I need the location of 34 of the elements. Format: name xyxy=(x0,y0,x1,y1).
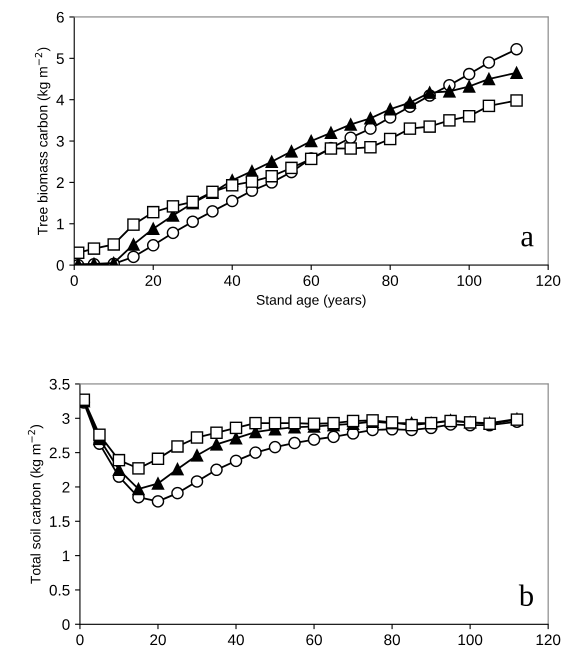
x-tick-label: 120 xyxy=(536,634,560,646)
y-tick-label: 0.5 xyxy=(50,584,70,596)
annotation: a xyxy=(521,232,534,247)
y-tick-label: 1 xyxy=(62,550,70,562)
x-tick-label: 100 xyxy=(458,275,482,286)
y-tick-label: 1 xyxy=(57,218,64,230)
y-tick-label: 0 xyxy=(62,619,70,630)
y-tick-label: 0 xyxy=(56,260,64,271)
x-tick-label: 40 xyxy=(228,634,244,646)
x-tick-label: 0 xyxy=(70,275,78,286)
y-tick-label: 2.5 xyxy=(50,447,70,458)
y-tick-label: 3.5 xyxy=(50,378,70,390)
x-tick-label: 0 xyxy=(76,634,84,646)
y-tick-label: 4 xyxy=(56,94,64,106)
y-axis-title: Total soil carbon (kg m$^{−2}$) xyxy=(28,425,44,584)
y-tick-label: 3 xyxy=(62,413,70,424)
x-tick-label: 80 xyxy=(382,275,398,286)
y-axis-title: Tree biomass carbon (kg m$^{−2}$) xyxy=(34,48,50,236)
x-tick-label: 60 xyxy=(306,634,322,646)
x-tick-label: 20 xyxy=(145,275,162,286)
y-tick-label: 6 xyxy=(56,12,64,23)
x-tick-label: 20 xyxy=(150,634,166,646)
x-tick-label: 120 xyxy=(536,275,560,286)
annotation: b xyxy=(518,584,533,606)
y-tick-label: 2 xyxy=(62,482,70,492)
x-axis-title: Stand age (years) xyxy=(256,294,366,308)
y-tick-label: 1.5 xyxy=(50,516,70,527)
x-tick-label: 100 xyxy=(458,634,482,646)
x-tick-label: 80 xyxy=(384,634,400,646)
y-tick-label: 2 xyxy=(56,177,64,188)
y-tick-label: 3 xyxy=(56,136,64,147)
x-tick-label: 40 xyxy=(224,275,240,286)
x-tick-label: 60 xyxy=(303,275,320,286)
y-tick-label: 5 xyxy=(56,53,64,64)
